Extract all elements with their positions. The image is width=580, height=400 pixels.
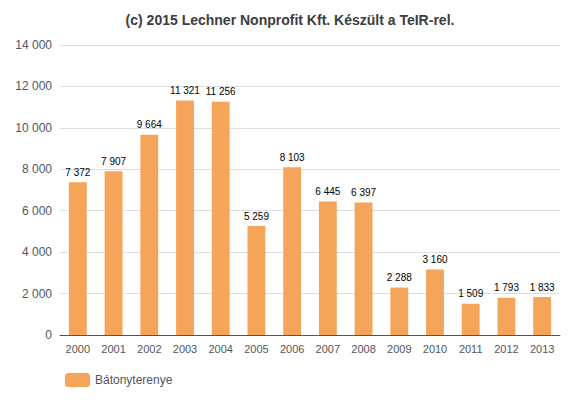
svg-text:2004: 2004 — [208, 343, 232, 355]
svg-text:8 103: 8 103 — [280, 152, 305, 163]
svg-text:2009: 2009 — [387, 343, 411, 355]
svg-text:10 000: 10 000 — [15, 121, 52, 135]
svg-text:12 000: 12 000 — [15, 79, 52, 93]
svg-text:6 397: 6 397 — [351, 187, 376, 198]
svg-text:2012: 2012 — [494, 343, 518, 355]
svg-text:6 000: 6 000 — [22, 204, 52, 218]
svg-text:2000: 2000 — [66, 343, 90, 355]
svg-text:2 000: 2 000 — [22, 287, 52, 301]
svg-text:1 793: 1 793 — [494, 282, 519, 293]
svg-text:(c) 2015 Lechner Nonprofit Kft: (c) 2015 Lechner Nonprofit Kft. Készült … — [126, 12, 455, 28]
svg-text:7 907: 7 907 — [101, 156, 126, 167]
svg-text:5 259: 5 259 — [244, 211, 269, 222]
svg-text:2002: 2002 — [137, 343, 161, 355]
svg-text:7 372: 7 372 — [65, 167, 90, 178]
svg-text:Bátonyterenye: Bátonyterenye — [95, 373, 173, 387]
svg-text:4 000: 4 000 — [22, 245, 52, 259]
svg-text:2010: 2010 — [423, 343, 447, 355]
svg-text:14 000: 14 000 — [15, 38, 52, 52]
svg-text:2006: 2006 — [280, 343, 304, 355]
svg-text:11 256: 11 256 — [206, 86, 236, 97]
svg-text:2008: 2008 — [351, 343, 375, 355]
svg-text:1 509: 1 509 — [458, 288, 483, 299]
svg-text:2003: 2003 — [173, 343, 197, 355]
svg-text:2007: 2007 — [316, 343, 340, 355]
svg-text:1 833: 1 833 — [530, 282, 555, 293]
svg-text:8 000: 8 000 — [22, 162, 52, 176]
svg-text:2001: 2001 — [101, 343, 125, 355]
svg-text:2013: 2013 — [530, 343, 554, 355]
svg-text:9 664: 9 664 — [137, 119, 162, 130]
svg-text:11 321: 11 321 — [170, 85, 200, 96]
svg-text:2 288: 2 288 — [387, 272, 412, 283]
svg-text:0: 0 — [45, 328, 52, 342]
svg-text:2011: 2011 — [459, 343, 483, 355]
svg-text:2005: 2005 — [244, 343, 268, 355]
svg-text:3 160: 3 160 — [422, 254, 447, 265]
svg-text:6 445: 6 445 — [315, 186, 340, 197]
